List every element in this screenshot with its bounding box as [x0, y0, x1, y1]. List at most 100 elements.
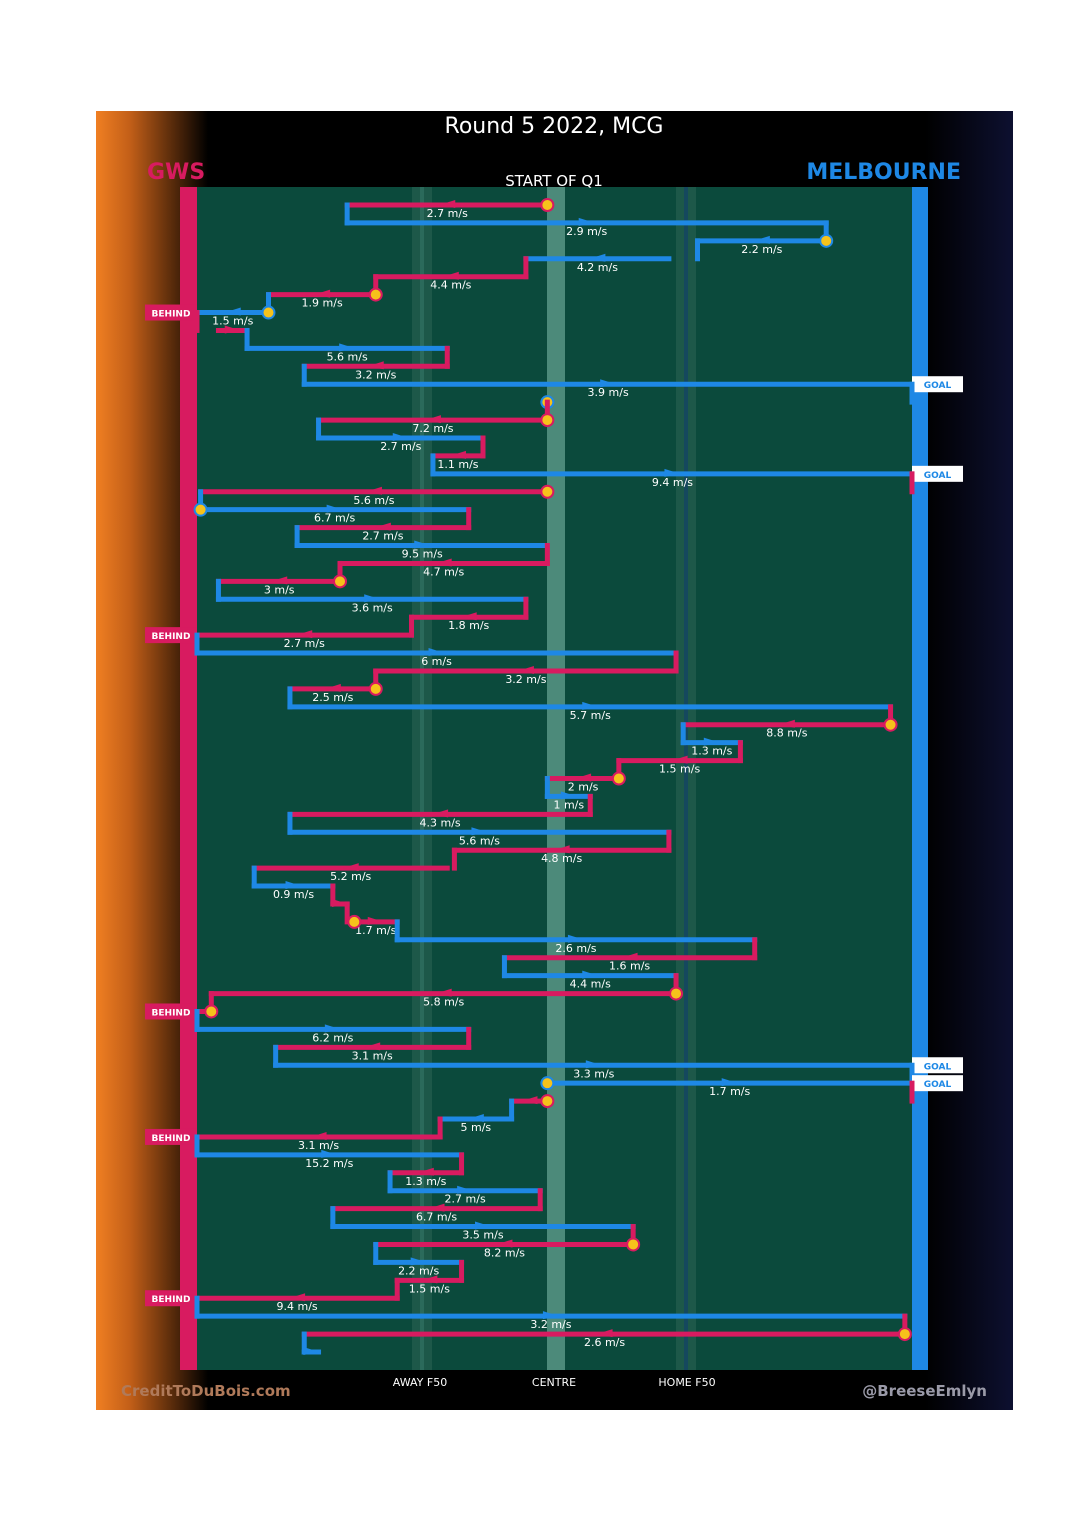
turnover-marker [540, 198, 555, 212]
direction-arrow [424, 415, 441, 424]
direction-arrow [342, 863, 359, 872]
direction-arrow [367, 916, 384, 925]
turnover-marker [540, 484, 555, 499]
direction-arrow [496, 1239, 513, 1248]
direction-arrow [596, 1329, 613, 1338]
speed-label: 3.1 m/s [352, 1049, 393, 1062]
direction-arrow [589, 253, 606, 262]
turnover-marker [669, 986, 684, 1001]
turnover-marker [540, 413, 555, 428]
turnover-marker [883, 717, 898, 732]
speed-label: 3.2 m/s [505, 673, 546, 686]
direction-arrow [303, 1347, 320, 1355]
speed-label: 9.4 m/s [652, 476, 693, 489]
turnover-marker [347, 914, 362, 929]
speed-label: 2 m/s [568, 781, 599, 794]
direction-arrow [457, 1185, 474, 1194]
outcome-badge [145, 627, 197, 644]
direction-arrow [271, 576, 288, 585]
speed-label: 2.7 m/s [445, 1193, 486, 1206]
outcome-badge [145, 304, 197, 321]
outcome-badge [912, 1075, 963, 1092]
direction-arrow [575, 773, 592, 782]
direction-arrow [600, 379, 617, 388]
direction-arrow [289, 1293, 306, 1302]
home-f50-line-core [684, 187, 688, 1370]
turnover-marker [626, 1237, 641, 1252]
speed-label: 5.7 m/s [570, 709, 611, 722]
speed-label: 4.8 m/s [541, 852, 582, 865]
speed-label: 1.1 m/s [437, 458, 478, 471]
speed-label: 9.5 m/s [402, 548, 443, 561]
speed-label: 1.7 m/s [709, 1085, 750, 1098]
direction-arrow [428, 648, 445, 657]
direction-arrow [578, 217, 595, 226]
speed-label: 1.5 m/s [659, 763, 700, 776]
direction-arrow [778, 719, 795, 728]
speed-label: 2.9 m/s [566, 225, 607, 238]
direction-arrow [296, 630, 313, 639]
speed-label: 7.2 m/s [412, 422, 453, 435]
speed-label: 1.8 m/s [448, 619, 489, 632]
speed-label: 5 m/s [461, 1121, 492, 1134]
direction-arrow [460, 612, 477, 621]
outcome-label: BEHIND [152, 310, 191, 320]
direction-arrow [392, 432, 409, 441]
outcome-label: GOAL [924, 381, 952, 391]
direction-arrow [560, 791, 577, 800]
speed-label: 6.2 m/s [312, 1031, 353, 1044]
speed-label: 4.2 m/s [577, 261, 618, 274]
direction-arrow [439, 200, 456, 208]
speed-label: 5.6 m/s [353, 494, 394, 507]
speed-label: 2.6 m/s [584, 1336, 625, 1349]
speed-label: 3.2 m/s [530, 1318, 571, 1331]
speed-label: 1.5 m/s [212, 315, 253, 328]
home-goal-bar [912, 187, 928, 1370]
speed-label: 1.3 m/s [691, 745, 732, 758]
speed-label: 3.3 m/s [573, 1067, 614, 1080]
direction-arrow [442, 271, 459, 280]
outcome-label: BEHIND [152, 1008, 191, 1018]
direction-arrow [517, 665, 534, 674]
x-tick-away-f50: AWAY F50 [393, 1376, 447, 1389]
direction-arrow [324, 683, 341, 692]
direction-arrow [364, 1042, 381, 1051]
speed-label: 8.2 m/s [484, 1246, 525, 1259]
turnover-marker [193, 502, 208, 517]
outcome-label: BEHIND [152, 632, 191, 642]
direction-arrow [364, 594, 381, 603]
speed-label: 2.5 m/s [312, 691, 353, 704]
direction-arrow [332, 898, 348, 907]
direction-arrow [428, 1203, 445, 1212]
direction-arrow [471, 827, 488, 836]
direction-arrow [432, 809, 449, 818]
outcome-badge [912, 1057, 963, 1074]
outcome-label: BEHIND [152, 1295, 191, 1305]
speed-label: 1 m/s [553, 798, 584, 811]
direction-arrow [224, 325, 241, 334]
turnover-marker [819, 233, 834, 248]
direction-arrow [621, 952, 638, 961]
outcome-label: BEHIND [152, 1134, 191, 1144]
direction-arrow [567, 934, 584, 943]
speed-label: 3.1 m/s [298, 1139, 339, 1152]
speed-label: 1.7 m/s [355, 924, 396, 937]
speed-label: 6.7 m/s [416, 1211, 457, 1224]
speed-label: 4.7 m/s [423, 565, 464, 578]
direction-arrow [367, 361, 384, 370]
turnover-marker [611, 771, 626, 786]
direction-arrow [449, 450, 466, 459]
direction-arrow [285, 881, 302, 890]
direction-arrow [703, 737, 720, 746]
speed-label: 15.2 m/s [305, 1157, 353, 1170]
direction-arrow [542, 1311, 559, 1320]
period-label: START OF Q1 [505, 172, 603, 190]
direction-arrow [582, 970, 599, 979]
away-team-label: GWS [147, 160, 205, 185]
turnover-marker [540, 1076, 555, 1091]
direction-arrow [721, 1078, 738, 1087]
speed-label: 1.5 m/s [409, 1282, 450, 1295]
speed-label: 2.6 m/s [555, 942, 596, 955]
direction-arrow [664, 468, 681, 477]
